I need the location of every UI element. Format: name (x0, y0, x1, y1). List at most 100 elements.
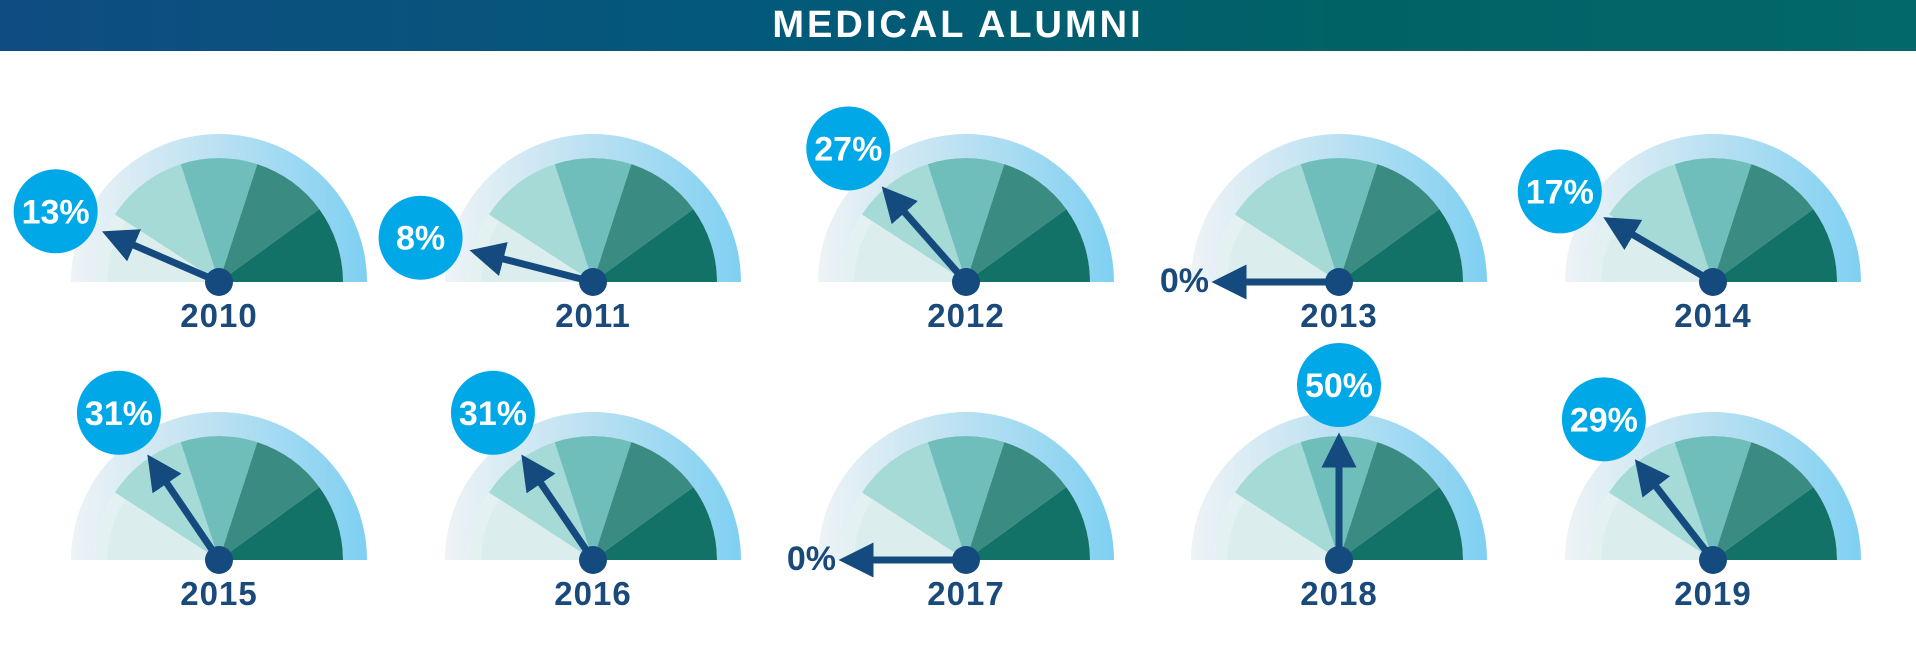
gauge-ring (445, 134, 741, 282)
gauge-2010: 2010 13% (13, 134, 367, 334)
gauge-needle (881, 186, 969, 285)
gauge-hub (579, 268, 607, 296)
gauge-segment-4 (1339, 487, 1463, 560)
value-label: 50% (1305, 367, 1373, 405)
value-label: 0% (1160, 262, 1209, 300)
page-title: MEDICAL ALUMNI (772, 4, 1144, 46)
gauge-2014: 2014 17% (1517, 134, 1861, 334)
gauge-segment-2 (180, 157, 258, 282)
gauge-segment-1 (1235, 442, 1339, 560)
value-bubble (13, 169, 98, 254)
gauge-segment-0 (1227, 221, 1339, 282)
gauge-2018: 2018 50% (1191, 343, 1487, 612)
gauge-needle (469, 242, 594, 286)
gauge-segment-0 (107, 499, 219, 560)
year-label: 2013 (1300, 297, 1377, 334)
gauge-segment-3 (1713, 164, 1814, 282)
value-bubble (806, 106, 891, 191)
gauge-hub (1325, 546, 1353, 574)
gauge-ring (1191, 134, 1487, 282)
gauge-segment-1 (489, 442, 593, 560)
gauge-2011: 2011 8% (378, 134, 741, 334)
gauge-ring (1565, 134, 1861, 282)
value-label: 29% (1570, 401, 1638, 439)
gauge-2012: 2012 27% (806, 106, 1114, 334)
gauge-hub (1699, 268, 1727, 296)
year-label: 2019 (1674, 575, 1751, 612)
gauge-2015: 2015 31% (71, 370, 367, 612)
gauge-hub (1699, 546, 1727, 574)
gauge-2016: 2016 31% (445, 370, 741, 612)
value-label: 27% (814, 130, 882, 168)
gauge-ring (445, 412, 741, 560)
gauge-needle (1634, 459, 1716, 563)
gauge-segment-3 (593, 442, 694, 560)
value-bubble (1517, 149, 1602, 234)
gauge-segment-3 (966, 442, 1067, 560)
gauge-ring (71, 134, 367, 282)
year-label: 2018 (1300, 575, 1377, 612)
value-bubble (450, 370, 535, 455)
gauge-segment-1 (862, 442, 966, 560)
gauge-needle (521, 454, 596, 562)
gauge-segment-1 (1235, 164, 1339, 282)
year-label: 2016 (554, 575, 631, 612)
gauge-needle (101, 229, 221, 286)
gauge-ring (1565, 412, 1861, 560)
gauge-segment-0 (854, 499, 966, 560)
gauge-segment-0 (481, 221, 593, 282)
gauge-segment-4 (966, 209, 1090, 282)
gauge-segment-0 (1601, 499, 1713, 560)
gauge-segment-0 (1227, 499, 1339, 560)
gauge-hub (205, 268, 233, 296)
gauge-segment-2 (927, 157, 1005, 282)
gauge-segment-2 (1674, 435, 1752, 560)
gauge-segment-4 (593, 487, 717, 560)
gauge-segment-3 (1339, 164, 1440, 282)
gauge-segment-3 (1339, 442, 1440, 560)
gauge-segment-0 (481, 499, 593, 560)
gauge-segment-1 (115, 442, 219, 560)
year-label: 2017 (927, 575, 1004, 612)
gauge-2017: 2017 0% (787, 412, 1114, 612)
gauge-hub (1325, 268, 1353, 296)
gauge-2019: 2019 29% (1561, 377, 1861, 612)
gauge-segment-2 (1674, 158, 1752, 282)
value-label: 31% (459, 395, 527, 433)
year-label: 2015 (180, 575, 257, 612)
value-bubble (1297, 343, 1381, 427)
value-label: 17% (1526, 173, 1594, 211)
gauge-segment-3 (219, 442, 320, 560)
gauge-segment-3 (966, 164, 1067, 282)
gauge-needle (1603, 217, 1715, 286)
gauge-segment-3 (219, 164, 320, 282)
year-label: 2010 (180, 297, 257, 334)
title-banner: MEDICAL ALUMNI (0, 0, 1916, 51)
gauge-segment-2 (180, 436, 258, 560)
gauge-hub (579, 546, 607, 574)
gauge-ring (818, 134, 1114, 282)
gauge-segment-4 (219, 487, 343, 560)
gauge-hub (952, 546, 980, 574)
value-bubble (1561, 377, 1646, 462)
gauge-hub (205, 546, 233, 574)
gauge-segment-4 (219, 209, 343, 282)
gauge-segment-4 (1339, 209, 1463, 282)
gauge-segment-4 (966, 487, 1090, 560)
value-bubble (76, 370, 161, 455)
gauge-segment-4 (1713, 209, 1837, 282)
gauge-segment-1 (489, 164, 593, 282)
gauge-2013: 2013 0% (1160, 134, 1487, 334)
gauge-needle (147, 454, 222, 562)
gauge-segment-2 (1300, 157, 1378, 282)
gauge-segment-2 (554, 157, 632, 282)
gauge-segment-1 (1609, 164, 1713, 282)
gauge-segment-4 (1713, 487, 1837, 560)
gauge-segment-2 (554, 436, 632, 560)
gauge-ring (1191, 412, 1487, 560)
value-label: 8% (396, 220, 445, 258)
year-label: 2012 (927, 297, 1004, 334)
year-label: 2014 (1674, 297, 1751, 334)
year-label: 2011 (555, 297, 631, 334)
